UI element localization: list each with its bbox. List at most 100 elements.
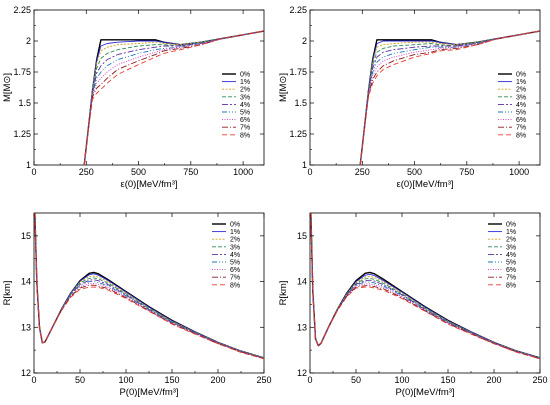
y-tick-label: 1 [26,160,31,170]
series-line-4 [83,30,264,165]
series-line-3 [34,213,264,359]
legend: 0%1%2%3%4%5%6%7%8% [212,222,240,289]
series-group [83,30,264,165]
x-axis-label: ε(0)[MeV/fm³] [120,179,177,190]
series-line-6 [359,30,540,165]
x-tick-label: 250 [532,375,547,385]
chart-panel-4: 0 50 100 150 200 250 12 13 14 15 P(0)[MeV/fm³] R[km… [278,212,548,398]
plot-frame [33,9,265,166]
y-tick-label: 1.25 [13,129,31,139]
y-tick-label: 14 [297,277,307,287]
legend-label: 7% [230,275,240,282]
legend-label: 4% [240,102,250,109]
series-line-7 [83,30,264,165]
legend-label: 7% [506,275,516,282]
legend-label: 6% [516,117,526,124]
x-tick-label: 500 [131,167,146,177]
legend-label: 1% [506,229,516,236]
x-tick-label: 750 [183,167,198,177]
chart-panel-3: 0 50 100 150 200 250 12 13 14 15 P(0)[MeV/fm³] R[km… [2,212,272,398]
y-tick-label: 12 [297,368,307,378]
x-tick-label: 50 [75,375,85,385]
y-tick-label: 2.25 [289,5,307,15]
x-tick-label: 500 [407,167,422,177]
x-tick-label: 250 [256,375,271,385]
legend-label: 2% [516,87,526,94]
x-tick-label: 0 [307,375,312,385]
x-axis-label: P(0)[MeV/fm³] [119,387,178,398]
legend-label: 1% [516,79,526,86]
series-line-7 [310,213,540,360]
legend-label: 5% [240,110,250,117]
legend-label: 4% [230,252,240,259]
legend-label: 7% [516,125,526,132]
y-tick-label: 1 [302,160,307,170]
y-tick-label: 2.25 [13,5,31,15]
legend-label: 2% [506,237,516,244]
legend-label: 3% [506,244,516,251]
legend-label: 8% [516,132,526,139]
series-line-4 [359,30,540,165]
legend-label: 1% [240,79,250,86]
series-group [359,30,540,165]
y-axis-label: R[km] [278,281,289,306]
y-axis-label: M[M⊙] [278,73,289,102]
y-tick-label: 1.25 [289,129,307,139]
x-tick-label: 0 [31,167,36,177]
x-tick-label: 250 [79,167,94,177]
legend-label: 8% [506,282,516,289]
x-tick-label: 150 [440,375,455,385]
plot-frame [309,9,541,166]
x-tick-label: 100 [394,375,409,385]
legend-label: 7% [240,125,250,132]
y-tick-label: 15 [297,231,307,241]
series-line-8 [310,213,540,360]
legend-label: 8% [230,282,240,289]
x-tick-label: 100 [118,375,133,385]
series-line-8 [83,30,264,165]
series-line-8 [34,213,264,360]
legend-label: 1% [230,229,240,236]
legend-label: 6% [230,267,240,274]
x-tick-label: 0 [307,167,312,177]
y-tick-label: 1.5 [294,98,307,108]
series-line-4 [34,213,264,359]
x-tick-label: 200 [486,375,501,385]
legend: 0%1%2%3%4%5%6%7%8% [222,72,250,139]
legend-label: 6% [240,117,250,124]
y-axis-label: M[M⊙] [2,73,13,102]
y-tick-label: 1.75 [289,67,307,77]
legend-label: 0% [240,72,250,79]
legend-label: 0% [506,222,516,229]
series-line-6 [83,30,264,165]
y-tick-label: 13 [297,322,307,332]
x-tick-label: 1000 [509,167,529,177]
legend: 0%1%2%3%4%5%6%7%8% [488,222,516,289]
chart-panel-2: 0 250 500 750 1000 1 1.25 1.5 1.75 2 2.25 ε(0)[MeV/… [278,5,541,190]
y-tick-label: 13 [21,322,31,332]
legend-label: 5% [516,110,526,117]
legend-label: 3% [240,94,250,101]
x-tick-label: 150 [164,375,179,385]
series-group [34,213,264,360]
legend-label: 2% [230,237,240,244]
legend-label: 6% [506,267,516,274]
legend-label: 5% [230,260,240,267]
y-tick-label: 1.5 [18,98,31,108]
legend-label: 3% [516,94,526,101]
y-tick-label: 1.75 [13,67,31,77]
series-line-8 [359,30,540,165]
y-tick-label: 12 [21,368,31,378]
y-tick-label: 2 [26,36,31,46]
legend-label: 4% [516,102,526,109]
legend-label: 0% [516,72,526,79]
x-axis-label: P(0)[MeV/fm³] [395,387,454,398]
series-group [310,213,540,360]
x-axis-label: ε(0)[MeV/fm³] [396,179,453,190]
legend-label: 2% [240,87,250,94]
legend-label: 3% [230,244,240,251]
series-line-7 [359,30,540,165]
x-tick-label: 250 [355,167,370,177]
